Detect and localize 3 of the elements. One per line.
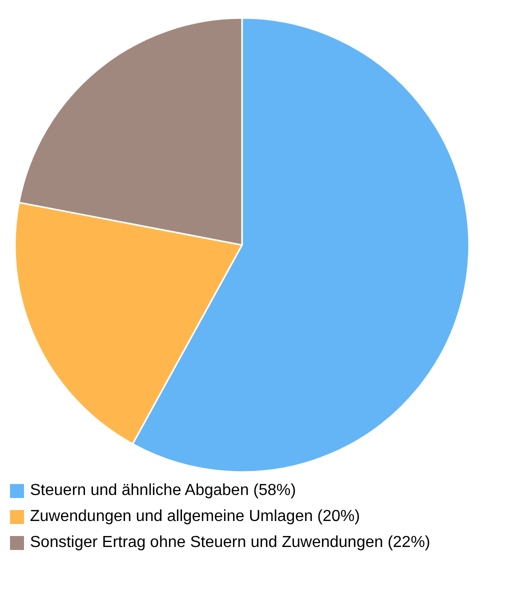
- legend-label: Steuern und ähnliche Abgaben (58%): [30, 481, 296, 501]
- legend-label: Sonstiger Ertrag ohne Steuern und Zuwendungen (22%): [30, 533, 430, 553]
- legend-label: Zuwendungen und allgemeine Umlagen (20%): [30, 507, 360, 527]
